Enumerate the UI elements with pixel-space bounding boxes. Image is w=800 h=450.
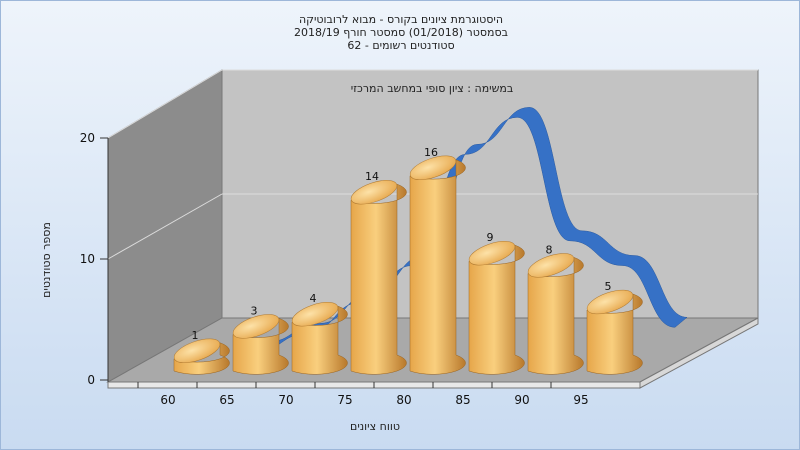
bar-group: 4 (291, 292, 348, 375)
x-tick-label: 80 (396, 393, 411, 407)
bar-group: 9 (468, 231, 525, 375)
bar-data-label: 3 (251, 304, 258, 317)
bar-group: 1 (173, 329, 230, 375)
bar-top (350, 180, 398, 205)
bar-group: 14 (350, 170, 407, 375)
bar-top (232, 314, 280, 339)
bar (232, 318, 289, 375)
x-tick-label: 70 (278, 393, 293, 407)
bar-data-label: 16 (424, 146, 438, 159)
bar-group: 5 (586, 280, 643, 375)
x-tick-label: 85 (455, 393, 470, 407)
bar-group: 3 (232, 304, 289, 375)
bar-data-label: 4 (310, 292, 317, 305)
y-axis-title: מספר סטודנטים (40, 222, 53, 298)
x-tick-label: 60 (160, 393, 175, 407)
bar-top (527, 253, 575, 278)
x-tick-label: 90 (514, 393, 529, 407)
x-tick-label: 95 (573, 393, 588, 407)
bar-top (173, 338, 221, 363)
bar-data-label: 1 (192, 329, 199, 342)
bar (468, 244, 525, 375)
axis-layer: 0 10 20 60 65 70 75 80 85 90 95 (80, 131, 589, 407)
chart-subtitle: במשימה : ציון סופי במחשב המרכזי (351, 82, 514, 95)
bar (350, 183, 407, 375)
bar-data-label: 14 (365, 170, 379, 183)
x-axis-title: טווח ציונים (350, 420, 400, 433)
bar (586, 293, 643, 375)
gridlines (107, 69, 758, 260)
x-tick-label: 75 (337, 393, 352, 407)
bar-top (291, 302, 339, 327)
bar-top (586, 289, 634, 315)
bar (291, 305, 348, 375)
x-tick-label: 65 (219, 393, 234, 407)
bar (409, 159, 466, 375)
y-tick-label: 10 (80, 252, 95, 266)
floor-right-edge (639, 317, 759, 389)
y-tick-label: 0 (87, 373, 95, 387)
gridline-side (107, 69, 223, 139)
gridline-side (107, 193, 223, 260)
bar-top (468, 241, 516, 266)
y-tick-label: 20 (80, 131, 95, 145)
bar (527, 257, 584, 375)
bar-data-label: 9 (487, 231, 494, 244)
bar-group: 16 (409, 146, 466, 375)
bars-layer: 1 3 4 14 16 9 8 5 (173, 146, 643, 375)
chart-title-line-1: היסטוגרמת ציונים בקורס - מבוא לרובוטיקה (298, 13, 504, 26)
chart-title-line-2: בסמסטר (01/2018) סמסטר חורף 2018/19 (294, 26, 508, 39)
bar-top (409, 155, 457, 180)
bar-group: 8 (527, 243, 584, 375)
bar (173, 342, 230, 375)
bar-data-label: 8 (546, 243, 553, 256)
chart-title-line-3: סטודנטים רשומים - 62 (347, 39, 455, 52)
bar-data-label: 5 (605, 280, 612, 293)
